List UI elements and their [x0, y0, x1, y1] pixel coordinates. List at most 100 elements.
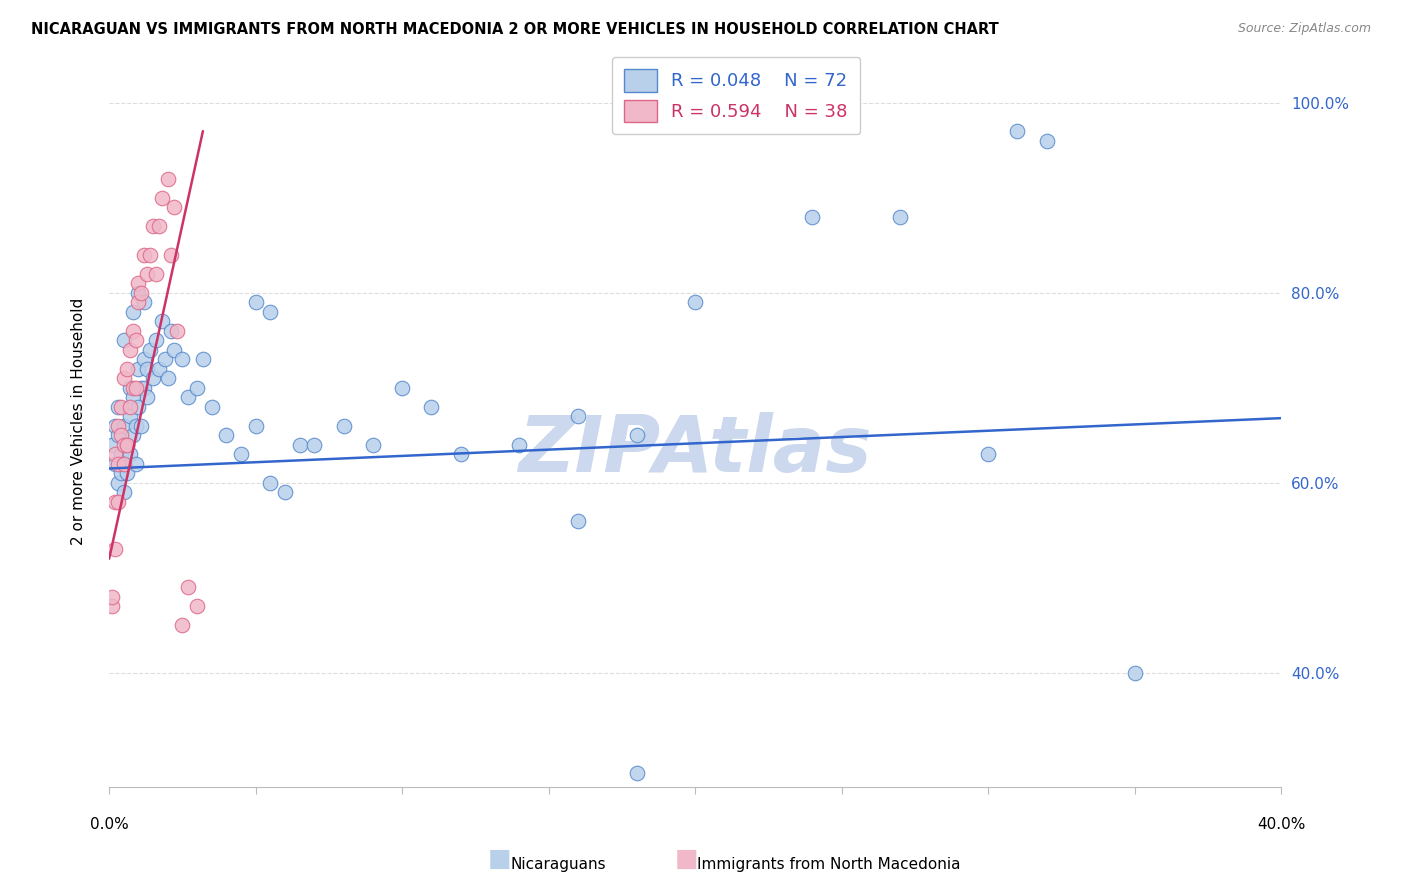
Point [127, 295, 149, 310]
Point [177, 580, 200, 594]
Text: ■: ■ [488, 847, 510, 871]
Point [288, 438, 311, 452]
Point [142, 371, 165, 385]
Point [127, 400, 149, 414]
Point [112, 457, 135, 471]
Point [121, 390, 143, 404]
Point [104, 418, 127, 433]
Point [361, 438, 384, 452]
Point [104, 542, 127, 557]
Point [104, 495, 127, 509]
Point [121, 304, 143, 318]
Point [150, 191, 173, 205]
Point [148, 361, 170, 376]
Point [118, 400, 141, 414]
Point [107, 428, 129, 442]
Point [162, 200, 184, 214]
Point [215, 428, 238, 442]
Point [626, 428, 648, 442]
Point [110, 428, 132, 442]
Point [683, 295, 706, 310]
Y-axis label: 2 or more Vehicles in Household: 2 or more Vehicles in Household [72, 297, 86, 545]
Point [115, 438, 138, 452]
Point [110, 447, 132, 461]
Point [118, 343, 141, 357]
Point [186, 599, 208, 614]
Text: ZIPAtlas: ZIPAtlas [519, 412, 872, 488]
Point [134, 248, 156, 262]
Point [124, 333, 146, 347]
Point [259, 304, 281, 318]
Point [112, 438, 135, 452]
Point [101, 599, 124, 614]
Point [391, 381, 413, 395]
Point [107, 418, 129, 433]
Point [177, 390, 200, 404]
Point [274, 485, 297, 500]
Point [172, 352, 194, 367]
Point [139, 343, 162, 357]
Point [134, 295, 156, 310]
Text: Source: ZipAtlas.com: Source: ZipAtlas.com [1237, 22, 1371, 36]
Point [118, 409, 141, 424]
Point [156, 171, 179, 186]
Point [150, 314, 173, 328]
Point [148, 219, 170, 234]
Point [115, 438, 138, 452]
Text: 0.0%: 0.0% [90, 817, 128, 832]
Point [420, 400, 443, 414]
Point [134, 381, 156, 395]
Point [110, 467, 132, 481]
Point [186, 381, 208, 395]
Point [1123, 665, 1146, 680]
Point [127, 361, 149, 376]
Point [107, 457, 129, 471]
Point [131, 381, 153, 395]
Point [801, 210, 824, 224]
Point [107, 400, 129, 414]
Point [101, 438, 124, 452]
Point [112, 418, 135, 433]
Point [112, 371, 135, 385]
Point [136, 361, 159, 376]
Point [159, 248, 181, 262]
Point [229, 447, 252, 461]
Point [145, 333, 167, 347]
Point [889, 210, 911, 224]
Point [112, 333, 135, 347]
Text: Immigrants from North Macedonia: Immigrants from North Macedonia [697, 857, 960, 872]
Point [142, 219, 165, 234]
Point [977, 447, 1000, 461]
Point [110, 400, 132, 414]
Point [121, 381, 143, 395]
Point [101, 590, 124, 604]
Point [118, 447, 141, 461]
Point [567, 409, 589, 424]
Point [131, 418, 153, 433]
Point [131, 285, 153, 300]
Point [156, 371, 179, 385]
Point [162, 343, 184, 357]
Point [508, 438, 530, 452]
Point [332, 418, 354, 433]
Point [124, 418, 146, 433]
Text: Nicaraguans: Nicaraguans [510, 857, 606, 872]
Text: 40.0%: 40.0% [1257, 817, 1305, 832]
Point [191, 352, 214, 367]
Point [1035, 134, 1057, 148]
Point [626, 765, 648, 780]
Point [107, 495, 129, 509]
Point [136, 267, 159, 281]
Point [139, 248, 162, 262]
Text: ■: ■ [675, 847, 697, 871]
Point [121, 324, 143, 338]
Point [201, 400, 224, 414]
Point [107, 475, 129, 490]
Point [124, 457, 146, 471]
Point [115, 361, 138, 376]
Point [304, 438, 326, 452]
Point [121, 428, 143, 442]
Point [166, 324, 188, 338]
Legend: R = 0.048    N = 72, R = 0.594    N = 38: R = 0.048 N = 72, R = 0.594 N = 38 [612, 57, 860, 135]
Point [104, 447, 127, 461]
